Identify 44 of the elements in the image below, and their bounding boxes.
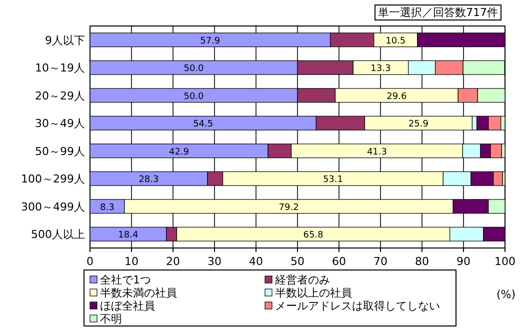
data-label: 18.4 (118, 230, 138, 241)
legend-label: 半数以上の社員 (275, 286, 352, 300)
data-label: 25.9 (408, 120, 429, 130)
data-label: 13.3 (370, 64, 391, 74)
data-label: 50.0 (184, 92, 204, 102)
legend-label: 経営者のみ (274, 274, 330, 286)
legend-label: 不明 (100, 312, 122, 326)
x-tick-label: 30 (208, 255, 222, 268)
y-tick-label: 300～499人 (21, 200, 85, 214)
y-tick-label: 9人以下 (45, 34, 85, 47)
data-label: 65.8 (303, 230, 324, 241)
x-tick-label: 40 (249, 255, 263, 268)
x-tick-label: 100 (494, 255, 516, 268)
data-label: 28.3 (138, 175, 159, 186)
y-tick-label: 500人以上 (31, 228, 85, 242)
x-tick-label: 80 (415, 255, 429, 268)
data-label: 79.2 (278, 202, 299, 213)
data-label: 50.0 (184, 64, 204, 74)
y-tick-label: 20～29人 (35, 89, 85, 102)
y-tick-label: 100～299人 (21, 172, 85, 186)
legend-label: ほぼ全社員 (100, 300, 155, 312)
y-tick-label: 50～99人 (35, 144, 85, 158)
legend-label: メールアドレスは取得してしない (275, 300, 440, 312)
text: 単一選択／回答数717件 (378, 6, 498, 19)
data-label: 8.3 (100, 202, 114, 213)
data-label: 10.5 (386, 36, 406, 46)
x-axis-title: (%) (496, 288, 516, 301)
x-tick-label: 90 (456, 255, 470, 268)
x-tick-label: 50 (290, 255, 304, 268)
legend-label: 半数未満の社員 (100, 286, 177, 300)
data-label: 54.5 (193, 120, 214, 130)
x-tick-label: 10 (124, 255, 138, 268)
data-label: 53.1 (322, 175, 344, 186)
data-label: 57.9 (200, 36, 220, 46)
x-tick-label: 60 (332, 255, 346, 268)
x-tick-label: 70 (374, 255, 388, 268)
data-label: 42.9 (168, 147, 190, 158)
data-label: 29.6 (386, 92, 407, 102)
data-label: 41.3 (366, 147, 387, 158)
legend-label: 全社で1つ (100, 274, 151, 286)
y-tick-label: 30～49人 (35, 117, 85, 130)
x-tick-label: 20 (166, 255, 180, 268)
x-tick-label: 0 (86, 255, 94, 268)
y-tick-label: 10～19人 (35, 62, 85, 75)
